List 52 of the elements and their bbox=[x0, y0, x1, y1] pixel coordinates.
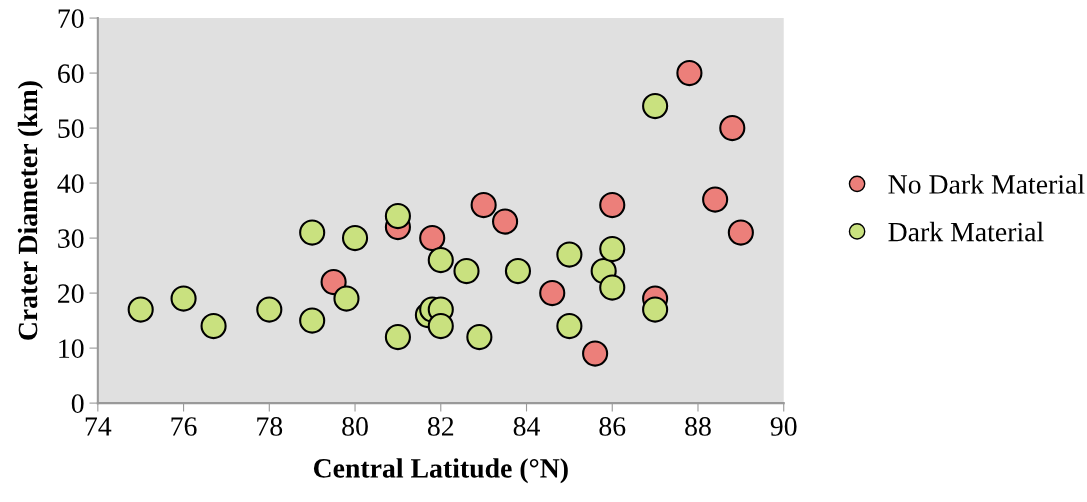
point bbox=[299, 219, 326, 246]
y-tick-label: 50 bbox=[58, 119, 84, 138]
y-tick-label: 60 bbox=[58, 64, 84, 83]
point bbox=[384, 203, 411, 230]
y-axis-title: Crater Diameter (km) bbox=[17, 81, 43, 340]
x-tick-label: 82 bbox=[427, 417, 454, 436]
point bbox=[200, 313, 227, 340]
point bbox=[702, 186, 729, 213]
x-tick-label: 84 bbox=[513, 417, 540, 436]
y-tick-label: 30 bbox=[58, 229, 84, 248]
point bbox=[453, 258, 480, 285]
point bbox=[642, 93, 669, 120]
point bbox=[384, 324, 411, 351]
point bbox=[556, 313, 583, 340]
point bbox=[599, 274, 626, 301]
y-tick-label: 70 bbox=[58, 9, 84, 28]
point bbox=[492, 208, 519, 235]
point bbox=[333, 285, 360, 312]
x-tick-label: 88 bbox=[685, 417, 711, 436]
point bbox=[556, 241, 583, 268]
point bbox=[599, 192, 626, 219]
point bbox=[299, 307, 326, 334]
point bbox=[466, 324, 493, 351]
point bbox=[419, 225, 446, 252]
x-tick-label: 86 bbox=[599, 417, 626, 436]
y-tick-label: 40 bbox=[57, 174, 84, 193]
point bbox=[599, 236, 626, 263]
x-axis-title: Central Latitude (°N) bbox=[313, 458, 568, 484]
point bbox=[427, 313, 454, 340]
point bbox=[427, 247, 454, 274]
y-tick-label: 0 bbox=[71, 394, 84, 414]
point bbox=[127, 296, 154, 323]
legend-label: Dark Material bbox=[888, 221, 1044, 242]
x-tick-label: 76 bbox=[171, 417, 197, 436]
point bbox=[470, 192, 497, 219]
point bbox=[642, 296, 669, 323]
x-tick-label: 80 bbox=[342, 417, 368, 436]
point bbox=[676, 60, 703, 87]
point bbox=[170, 285, 197, 312]
x-tick-label: 74 bbox=[85, 417, 112, 436]
x-tick-label: 90 bbox=[770, 417, 797, 436]
x-tick-label: 78 bbox=[257, 417, 283, 436]
point bbox=[504, 258, 532, 285]
legend-label: No Dark Material bbox=[888, 174, 1085, 194]
point bbox=[256, 296, 283, 323]
point bbox=[341, 225, 369, 252]
point bbox=[582, 340, 609, 367]
point bbox=[539, 280, 566, 307]
point bbox=[719, 115, 746, 142]
y-tick-label: 10 bbox=[59, 339, 84, 359]
point bbox=[727, 219, 754, 246]
y-tick-label: 20 bbox=[58, 284, 84, 304]
